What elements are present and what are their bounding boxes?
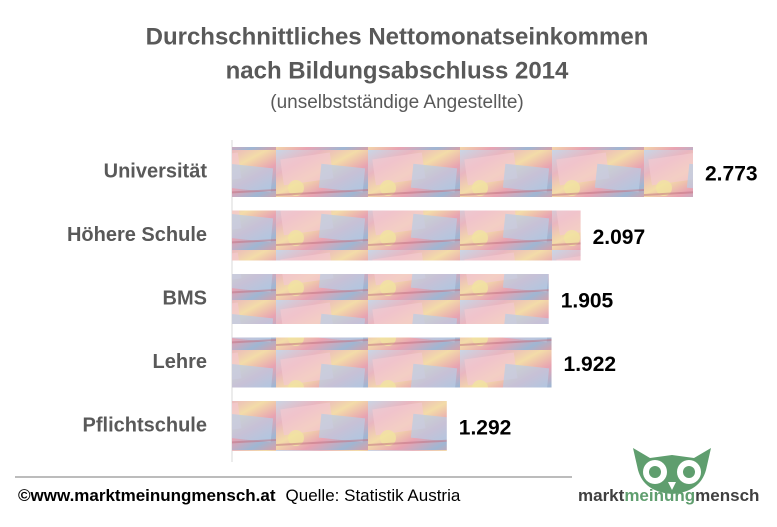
bar xyxy=(232,274,549,324)
y-tick-label: Pflichtschule xyxy=(83,414,207,436)
bar xyxy=(232,147,693,197)
value-label: 1.292 xyxy=(459,417,512,440)
website[interactable]: ©www.marktmeinungmensch.at xyxy=(18,486,276,505)
logo-word: meinung xyxy=(624,486,695,505)
footer-website: ©www.marktmeinungmensch.at Quelle: Statis… xyxy=(18,486,461,505)
y-tick-label: Lehre xyxy=(153,351,207,373)
value-label: 1.905 xyxy=(561,290,614,313)
value-label: 2.097 xyxy=(593,226,646,249)
logo-word: markt xyxy=(578,486,625,505)
logo: marktmeinungmensch xyxy=(578,448,759,505)
bar xyxy=(232,401,447,451)
bar xyxy=(232,337,552,388)
chart-subtitle: (unselbstständige Angestellte) xyxy=(270,92,524,113)
y-tick-label: Höhere Schule xyxy=(67,224,207,246)
value-label: 2.773 xyxy=(705,163,758,186)
logo-text: marktmeinungmensch xyxy=(578,486,759,505)
chart-title: Durchschnittliches Nettomonatseinkommen xyxy=(146,23,649,50)
source: Quelle: Statistik Austria xyxy=(286,486,461,505)
y-tick-label: BMS xyxy=(163,287,207,309)
chart-title: nach Bildungsabschluss 2014 xyxy=(226,57,569,84)
bar xyxy=(232,210,581,261)
logo-word: mensch xyxy=(695,486,759,505)
y-tick-label: Universität xyxy=(104,160,208,182)
value-label: 1.922 xyxy=(564,353,617,376)
